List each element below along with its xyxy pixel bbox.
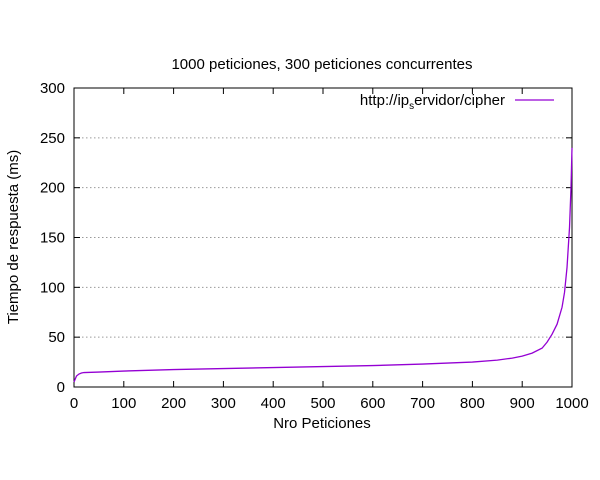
y-axis-label: Tiempo de respuesta (ms) bbox=[5, 150, 22, 325]
x-tick-label-100: 100 bbox=[111, 395, 136, 412]
x-tick-label-1000: 1000 bbox=[555, 395, 588, 412]
y-tick-label-250: 250 bbox=[40, 130, 65, 147]
x-tick-label-500: 500 bbox=[310, 395, 335, 412]
legend-label-subscript: s bbox=[409, 101, 414, 112]
y-tick-label-0: 0 bbox=[57, 379, 65, 396]
x-axis-label: Nro Peticiones bbox=[273, 415, 371, 432]
y-tick-label-100: 100 bbox=[40, 279, 65, 296]
x-tick-label-700: 700 bbox=[410, 395, 435, 412]
x-tick-label-900: 900 bbox=[510, 395, 535, 412]
legend-label-suffix: ervidor/cipher bbox=[414, 92, 505, 109]
y-tick-label-200: 200 bbox=[40, 180, 65, 197]
y-tick-label-300: 300 bbox=[40, 80, 65, 97]
y-tick-label-50: 50 bbox=[48, 329, 65, 346]
legend-label-prefix: http://ip bbox=[360, 92, 409, 109]
gridlines bbox=[74, 137, 572, 338]
legend: http://ipservidor/cipher bbox=[360, 92, 554, 112]
x-tick-label-0: 0 bbox=[70, 395, 78, 412]
x-tick-label-200: 200 bbox=[161, 395, 186, 412]
legend-label: http://ipservidor/cipher bbox=[360, 92, 505, 112]
x-tick-label-300: 300 bbox=[211, 395, 236, 412]
series-line-0 bbox=[73, 147, 573, 383]
x-tick-label-400: 400 bbox=[261, 395, 286, 412]
x-tick-label-800: 800 bbox=[460, 395, 485, 412]
axis-ticks: 0 50 100 150 200 250 300 0 100 200 300 400 500 600 700… bbox=[40, 80, 589, 412]
plot-frame bbox=[73, 87, 573, 388]
y-tick-label-150: 150 bbox=[40, 230, 65, 247]
series-layer bbox=[73, 147, 573, 383]
x-tick-label-600: 600 bbox=[360, 395, 385, 412]
chart-title: 1000 peticiones, 300 peticiones concurre… bbox=[171, 56, 472, 73]
